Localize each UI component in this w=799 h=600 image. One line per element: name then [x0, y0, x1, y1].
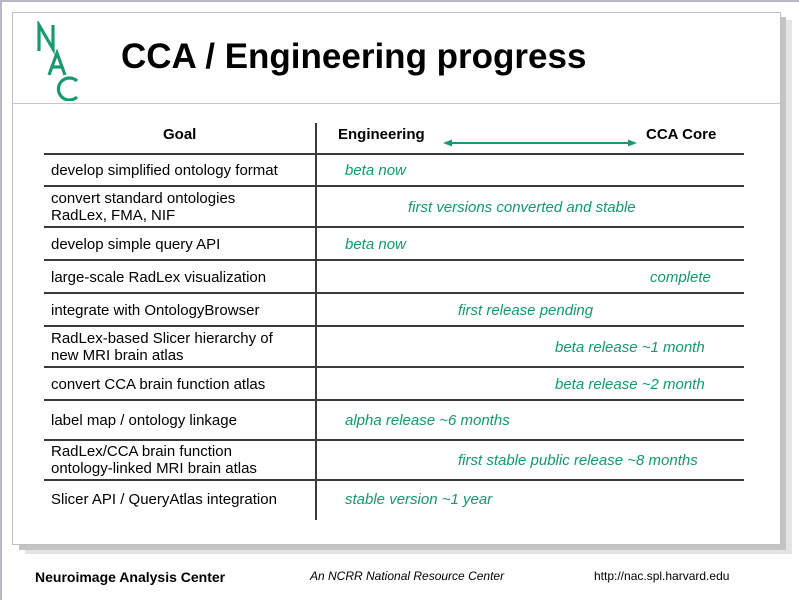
goal-cell: develop simple query API — [51, 236, 221, 253]
nac-logo-icon — [37, 21, 79, 101]
row-divider — [44, 439, 744, 441]
column-divider — [315, 123, 317, 520]
double-arrow-icon — [443, 139, 637, 147]
header-goal: Goal — [163, 126, 197, 143]
goal-cell-line2: new MRI brain atlas — [51, 347, 184, 364]
status-cell: first stable public release ~8 months — [458, 452, 698, 469]
goal-cell: label map / ontology linkage — [51, 412, 237, 429]
goal-cell: large-scale RadLex visualization — [51, 269, 267, 286]
row-divider — [44, 185, 744, 187]
goal-cell: integrate with OntologyBrowser — [51, 302, 260, 319]
status-cell: alpha release ~6 months — [345, 412, 510, 429]
slide-title: CCA / Engineering progress — [121, 37, 587, 76]
progress-table: Goal Engineering CCA Core develop simpli… — [13, 13, 780, 544]
goal-cell-line2: RadLex, FMA, NIF — [51, 207, 176, 224]
header-cca-core: CCA Core — [646, 126, 717, 143]
goal-cell: convert standard ontologies — [51, 190, 236, 207]
row-divider — [44, 259, 744, 261]
status-cell: beta release ~1 month — [555, 339, 705, 356]
status-cell: beta now — [345, 162, 406, 179]
goal-cell: convert CCA brain function atlas — [51, 376, 266, 393]
goal-cell: Slicer API / QueryAtlas integration — [51, 491, 277, 508]
status-cell: beta release ~2 month — [555, 376, 705, 393]
slide: CCA / Engineering progress Goal Engineer… — [12, 12, 781, 545]
row-divider — [44, 292, 744, 294]
row-divider — [44, 325, 744, 327]
row-divider — [44, 479, 744, 481]
status-cell: complete — [650, 269, 711, 286]
header-engineering: Engineering — [338, 126, 425, 143]
status-cell: stable version ~1 year — [345, 491, 493, 508]
status-cell: beta now — [345, 236, 406, 253]
row-divider — [44, 366, 744, 368]
goal-cell-line2: ontology-linked MRI brain atlas — [51, 460, 257, 477]
goal-cell: RadLex/CCA brain function — [51, 443, 232, 460]
status-cell: first release pending — [458, 302, 594, 319]
footer-tagline: An NCRR National Resource Center — [310, 569, 505, 583]
row-divider — [44, 153, 744, 155]
status-cell: first versions converted and stable — [408, 199, 636, 216]
title-divider — [13, 103, 780, 104]
footer-organization: Neuroimage Analysis Center — [35, 569, 226, 585]
goal-cell: develop simplified ontology format — [51, 162, 278, 179]
goal-cell: RadLex-based Slicer hierarchy of — [51, 330, 273, 347]
row-divider — [44, 399, 744, 401]
row-divider — [44, 226, 744, 228]
footer-url[interactable]: http://nac.spl.harvard.edu — [594, 569, 730, 583]
